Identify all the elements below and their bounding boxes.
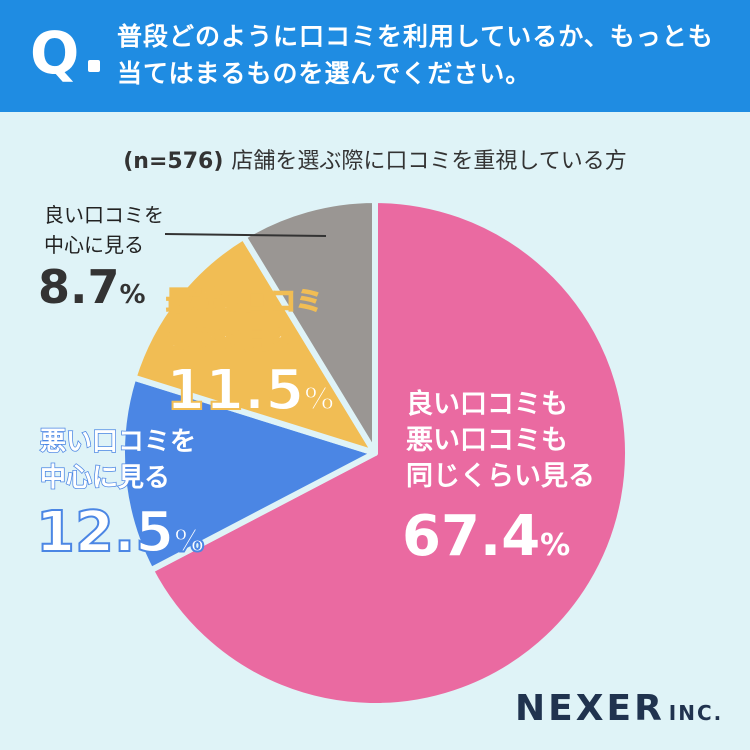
slice-label-recent-only: 最近の口コミ のみを見る [165,283,323,359]
pie-slice-recent-only [130,233,378,456]
leader-line [164,233,327,237]
slice-0-value: 67.4 [402,504,541,569]
slice-3-value: 8.7 [38,260,120,314]
slice-0-label-line-1: 良い口コミも [406,389,568,420]
question-line-2: 当てはまるものを選んでください。 [117,59,532,88]
slice-3-unit: % [119,280,146,310]
slice-label-mostly-good: 良い口コミを 中心に見る [44,200,164,260]
slice-2-value: 11.5 [165,357,305,424]
slice-1-unit: % [173,523,205,560]
slice-value-recent-only: 11.5% [165,357,335,424]
q-mark: Q [30,19,80,87]
slice-2-label-line-1: 最近の口コミ [165,286,323,318]
pie-slice-good-and-bad [147,197,631,709]
slice-value-mostly-good: 8.7% [38,260,146,314]
slice-3-label-line-1: 良い口コミを [44,203,164,227]
slice-0-unit: % [540,528,571,563]
chart-subtitle: (n=576) 店舗を選ぶ際に口コミを重視している方 [0,143,750,175]
subtitle-text: 店舗を選ぶ際に口コミを重視している方 [231,149,627,174]
slice-label-mostly-bad: 悪い口コミを 中心に見る [39,424,197,496]
pie-slice-mostly-bad [119,374,378,574]
slice-value-mostly-bad: 12.5% [35,499,205,566]
question-line-1: 普段どのように口コミを利用しているか、もっとも [117,22,714,51]
brand-name: NEXER [515,688,665,729]
question-header: Q 普段どのように口コミを利用しているか、もっとも 当てはまるものを選んでくださ… [0,0,750,112]
brand-logo: NEXER INC. [515,688,723,729]
question-text: 普段どのように口コミを利用しているか、もっとも 当てはまるものを選んでください。 [117,18,737,92]
slice-1-label-line-2: 中心に見る [39,462,171,494]
slice-2-unit: % [303,381,335,418]
slice-1-label-line-1: 悪い口コミを [39,426,197,458]
pie-slice-mostly-good [240,197,378,456]
slice-1-value: 12.5 [35,499,175,566]
sample-size: (n=576) [123,149,224,174]
slice-0-label-line-2: 悪い口コミも [406,425,568,456]
slice-label-good-and-bad: 良い口コミも 悪い口コミも 同じくらい見る [406,387,595,495]
slice-3-label-line-2: 中心に見る [44,233,144,257]
brand-suffix: INC. [668,701,724,725]
slice-2-label-line-2: のみを見る [165,324,297,356]
slice-0-label-line-3: 同じくらい見る [406,461,595,492]
slice-value-good-and-bad: 67.4% [402,504,570,569]
q-dot [88,60,100,72]
